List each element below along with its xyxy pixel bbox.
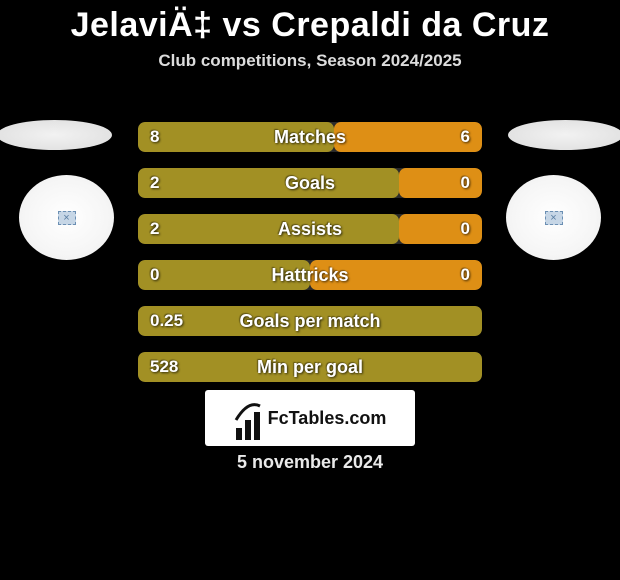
image-placeholder-icon xyxy=(545,211,563,225)
club-logo-placeholder-right xyxy=(508,120,620,150)
stat-row: 00Hattricks xyxy=(138,260,482,290)
footer-date: 5 november 2024 xyxy=(0,452,620,473)
stat-row: 20Assists xyxy=(138,214,482,244)
stat-row: 528Min per goal xyxy=(138,352,482,382)
stat-bars: 86Matches 20Goals 20Assists 00Hattricks 0.25… xyxy=(138,122,482,398)
bar-chart-icon xyxy=(234,392,262,444)
page-title: JelaviÄ‡ vs Crepaldi da Cruz xyxy=(0,6,620,45)
site-badge[interactable]: FcTables.com xyxy=(205,390,415,446)
stat-label: Goals per match xyxy=(138,306,482,336)
stat-label: Hattricks xyxy=(138,260,482,290)
stat-label: Goals xyxy=(138,168,482,198)
player-left-panel xyxy=(0,120,115,260)
player-avatar-left xyxy=(19,175,114,260)
comparison-card: JelaviÄ‡ vs Crepaldi da Cruz Club compet… xyxy=(0,0,620,580)
club-logo-placeholder-left xyxy=(0,120,112,150)
stat-row: 20Goals xyxy=(138,168,482,198)
stat-label: Matches xyxy=(138,122,482,152)
image-placeholder-icon xyxy=(58,211,76,225)
stat-label: Min per goal xyxy=(138,352,482,382)
player-right-panel xyxy=(505,120,620,260)
stat-row: 0.25Goals per match xyxy=(138,306,482,336)
stat-label: Assists xyxy=(138,214,482,244)
stat-row: 86Matches xyxy=(138,122,482,152)
page-subtitle: Club competitions, Season 2024/2025 xyxy=(0,51,620,71)
player-avatar-right xyxy=(506,175,601,260)
site-name: FcTables.com xyxy=(268,408,387,429)
